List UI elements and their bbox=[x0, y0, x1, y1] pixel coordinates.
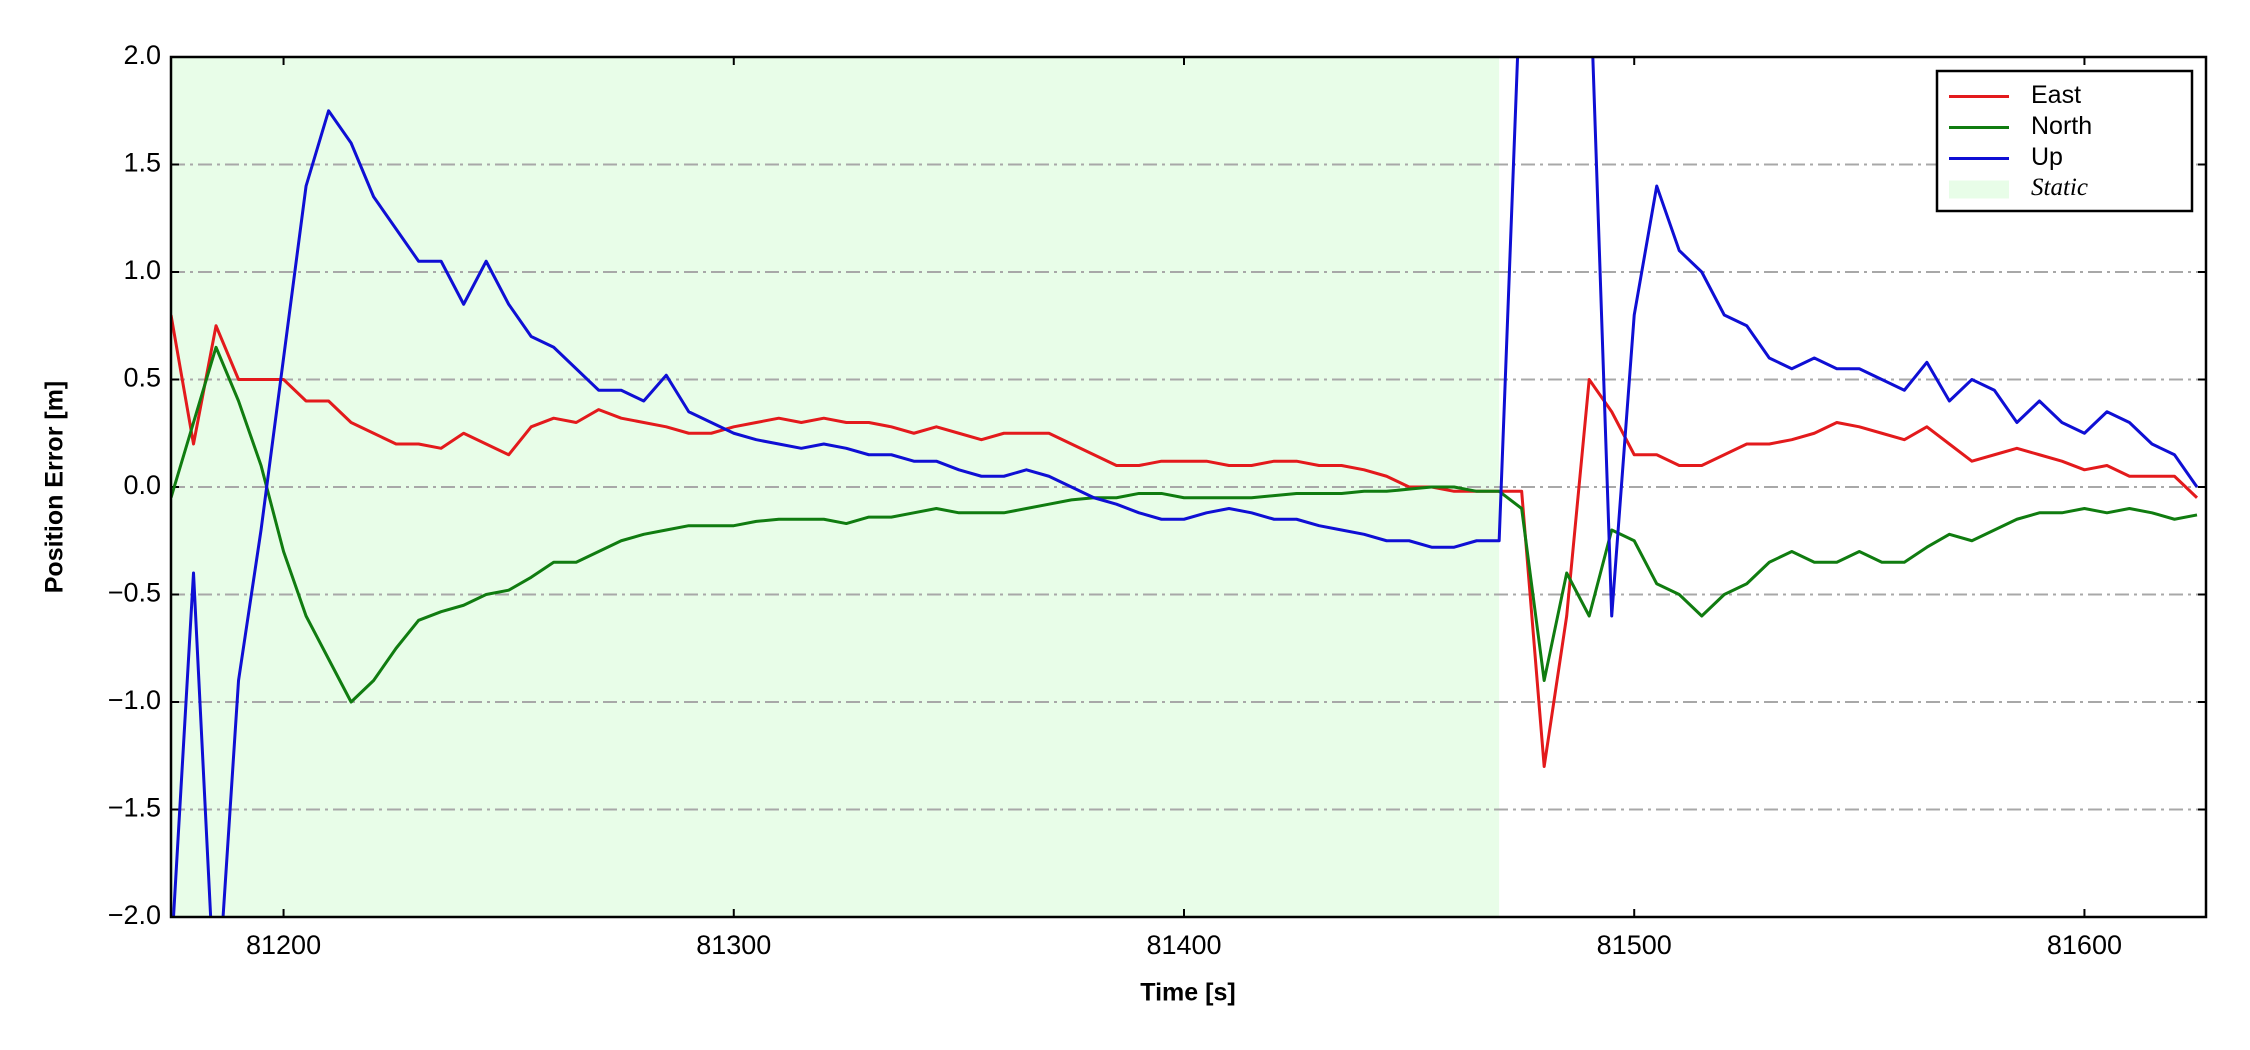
y-tick-label: −0.5 bbox=[108, 578, 161, 608]
y-axis-label: Position Error [m] bbox=[41, 381, 69, 594]
y-tick-label: 2.0 bbox=[123, 40, 161, 70]
x-tick-label: 81400 bbox=[1146, 930, 1221, 960]
x-tick-label: 81300 bbox=[696, 930, 771, 960]
plot-lines bbox=[171, 57, 2199, 917]
x-tick-label: 81500 bbox=[1597, 930, 1672, 960]
y-tick-label: 1.0 bbox=[123, 255, 161, 285]
legend-label: Static bbox=[2031, 174, 2088, 201]
legend-label: North bbox=[2031, 112, 2092, 140]
y-tick-label: −1.0 bbox=[108, 685, 161, 715]
legend: East North Up Static bbox=[1935, 69, 2194, 213]
x-tick-label: 81200 bbox=[246, 930, 321, 960]
legend-label: Up bbox=[2031, 143, 2063, 171]
y-tick-label: −2.0 bbox=[108, 900, 161, 930]
legend-swatch bbox=[1949, 180, 2009, 199]
x-axis-label: Time [s] bbox=[1140, 979, 1235, 1007]
plot-frame bbox=[169, 55, 2208, 919]
y-tick-label: 0.0 bbox=[123, 470, 161, 500]
x-tick-label: 81600 bbox=[2047, 930, 2122, 960]
y-tick-label: −1.5 bbox=[108, 793, 161, 823]
data-line bbox=[171, 345, 2198, 704]
legend-label: East bbox=[2031, 81, 2081, 109]
y-tick-label: 0.5 bbox=[123, 363, 161, 393]
data-line bbox=[171, 57, 2199, 917]
y-tick-label: 1.5 bbox=[123, 148, 161, 178]
data-line bbox=[171, 314, 2199, 768]
